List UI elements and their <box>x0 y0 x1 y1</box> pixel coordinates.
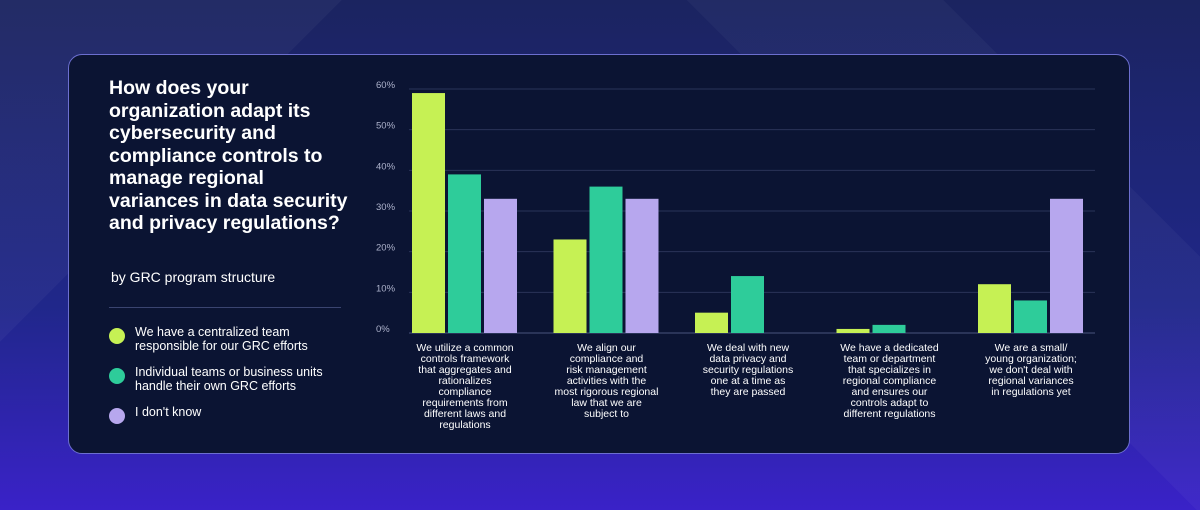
legend-swatch-individual-teams <box>109 368 125 384</box>
x-category-label: We deal with new data privacy and security… <box>703 342 793 398</box>
legend-label-centralized-team: We have a centralized team responsible f… <box>135 325 308 353</box>
legend-item-dont-know: I don't know <box>109 405 349 429</box>
x-category-label: We utilize a common controls framework tha… <box>416 342 513 431</box>
legend-swatch-centralized-team <box>109 328 125 344</box>
y-tick-label: 10% <box>376 283 396 294</box>
y-tick-label: 40% <box>376 161 396 172</box>
legend-item-centralized-team: We have a centralized team responsible f… <box>109 325 349 353</box>
bar-series-1-category-2 <box>553 239 587 333</box>
legend-divider <box>109 307 341 308</box>
bar-series-3-category-5 <box>1050 198 1083 333</box>
bar-series-2-category-4 <box>872 324 906 333</box>
bar-series-1-category-4 <box>836 328 870 333</box>
y-tick-label: 30% <box>376 202 396 213</box>
legend-swatch-dont-know <box>109 408 125 424</box>
bar-series-1-category-3 <box>695 312 728 333</box>
legend-label-individual-teams: Individual teams or business units handl… <box>135 365 323 393</box>
bar-series-3-category-1 <box>484 198 517 333</box>
y-tick-label: 20% <box>376 243 396 254</box>
chart-title: How does your organization adapt its cyb… <box>109 77 348 234</box>
y-tick-label: 50% <box>376 121 396 132</box>
bar-series-3-category-2 <box>625 198 659 333</box>
bar-series-1-category-5 <box>978 284 1011 333</box>
bar-chart: 0% 10% 20% 30% 40% 50% 60% We utilize a common c… <box>376 80 1095 431</box>
x-category-label: We are a small/young organization; we don… <box>985 342 1077 398</box>
legend-label-dont-know: I don't know <box>135 405 202 419</box>
chart-card: How does your organization adapt its cyb… <box>68 54 1130 454</box>
x-category-label: We have a dedicated team or department tha… <box>840 342 939 420</box>
bar-series-2-category-5 <box>1014 300 1047 333</box>
legend-item-individual-teams: Individual teams or business units handl… <box>109 365 349 393</box>
chart-legend: We have a centralized team responsible f… <box>109 325 349 441</box>
y-tick-label: 0% <box>376 324 390 335</box>
chart-subtitle: by GRC program structure <box>111 269 276 285</box>
bar-series-2-category-3 <box>731 276 764 333</box>
y-tick-label: 60% <box>376 80 396 91</box>
bar-series-2-category-2 <box>589 186 623 333</box>
x-category-label: We align our compliance and risk managemen… <box>555 342 659 420</box>
bar-series-1-category-1 <box>412 93 445 333</box>
bar-series-2-category-1 <box>448 174 481 333</box>
